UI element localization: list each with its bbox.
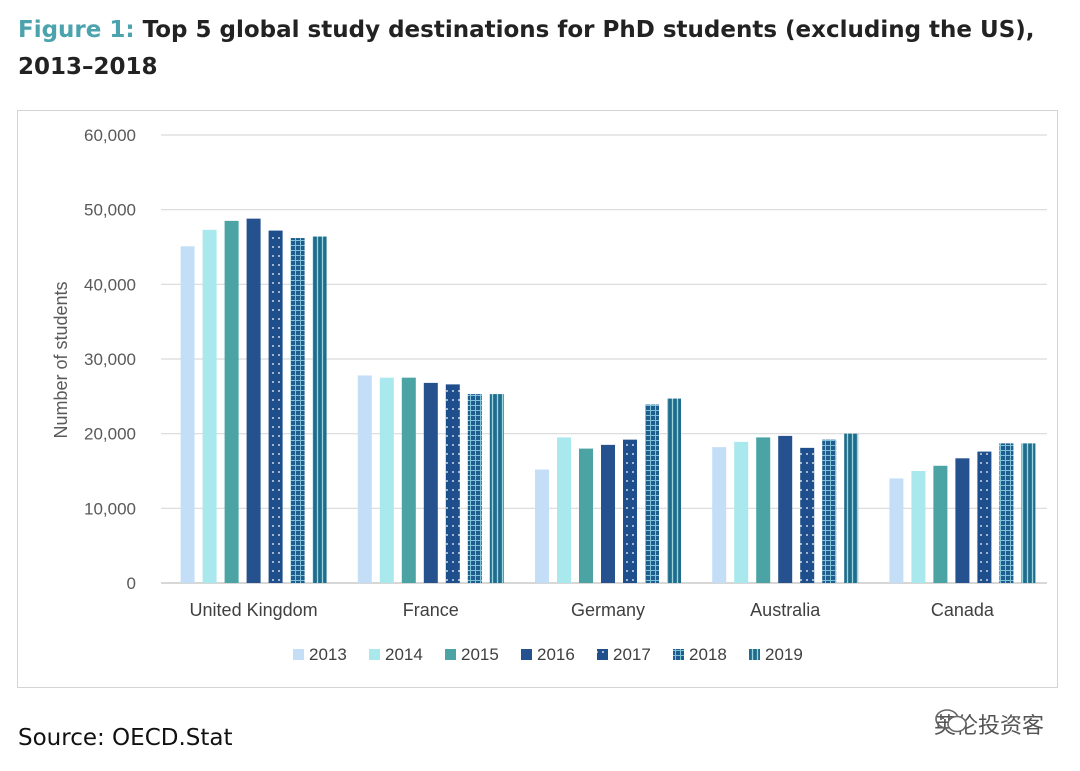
bar-2014-germany [557,437,571,583]
bar-2013-united-kingdom [180,246,195,583]
y-tick-label: 40,000 [84,275,136,294]
legend-swatch-2015 [445,649,456,660]
y-tick-label: 50,000 [84,201,136,220]
x-tick-label: Germany [571,600,645,620]
bar-2016-germany [601,444,615,583]
bar-2016-australia [778,435,793,583]
figure-label: Figure 1: [18,17,135,43]
y-tick-label: 60,000 [84,126,136,145]
y-tick-label: 10,000 [84,499,136,518]
bar-2018-france [467,394,482,583]
bar-2014-australia [734,441,749,583]
bar-2014-france [379,377,394,583]
bar-2017-germany [623,439,637,583]
x-tick-label: United Kingdom [190,600,318,620]
legend-label-2014: 2014 [385,645,423,664]
chat-bubbles-icon [935,709,967,733]
bar-2013-germany [535,469,549,583]
y-tick-label: 0 [127,574,136,593]
source-note: Source: OECD.Stat [18,725,233,751]
legend-label-2018: 2018 [689,645,727,664]
legend-label-2019: 2019 [765,645,803,664]
bar-2016-france [423,382,438,583]
bar-2015-australia [756,437,771,583]
bar-2017-united-kingdom [268,230,283,583]
bar-2015-france [401,377,416,583]
bar-2018-germany [645,404,659,583]
bar-2019-australia [844,433,859,583]
legend-swatch-2016 [521,649,532,660]
bar-2015-united-kingdom [224,220,239,583]
legend-label-2017: 2017 [613,645,651,664]
bar-2018-canada [999,443,1014,583]
y-tick-label: 30,000 [84,350,136,369]
x-tick-label: Canada [931,600,995,620]
bar-2017-australia [800,447,815,583]
figure-title: Figure 1: Top 5 global study destination… [18,12,1058,86]
bar-2019-canada [1021,443,1036,583]
legend-label-2013: 2013 [309,645,347,664]
bar-2015-canada [933,465,948,583]
bar-2018-united-kingdom [290,238,305,584]
bar-2017-canada [977,451,992,583]
bar-2019-germany [667,398,681,583]
x-tick-label: France [403,600,459,620]
legend-swatch-2019 [749,649,760,660]
figure-title-text: Top 5 global study destinations for PhD … [18,17,1035,80]
bar-2019-france [489,394,504,583]
watermark: 英伦投资客 [934,708,1044,740]
bar-2014-united-kingdom [202,229,217,583]
bar-2013-france [357,375,372,583]
legend-swatch-2018 [673,649,684,660]
legend-swatch-2017 [597,649,608,660]
bar-2017-france [445,384,460,583]
bar-2013-canada [889,478,904,583]
legend-swatch-2014 [369,649,380,660]
legend-label-2015: 2015 [461,645,499,664]
bar-2016-united-kingdom [246,218,261,584]
bar-2014-canada [911,471,926,583]
bar-2016-canada [955,458,970,583]
x-tick-label: Australia [750,600,821,620]
bar-2013-australia [712,447,727,583]
chart-frame [17,110,1058,688]
legend-swatch-2013 [293,649,304,660]
y-tick-label: 20,000 [84,425,136,444]
y-axis-label: Number of students [51,281,71,438]
legend-label-2016: 2016 [537,645,575,664]
bar-2019-united-kingdom [312,236,327,583]
bar-2018-australia [822,439,837,583]
bar-2015-germany [579,448,593,583]
